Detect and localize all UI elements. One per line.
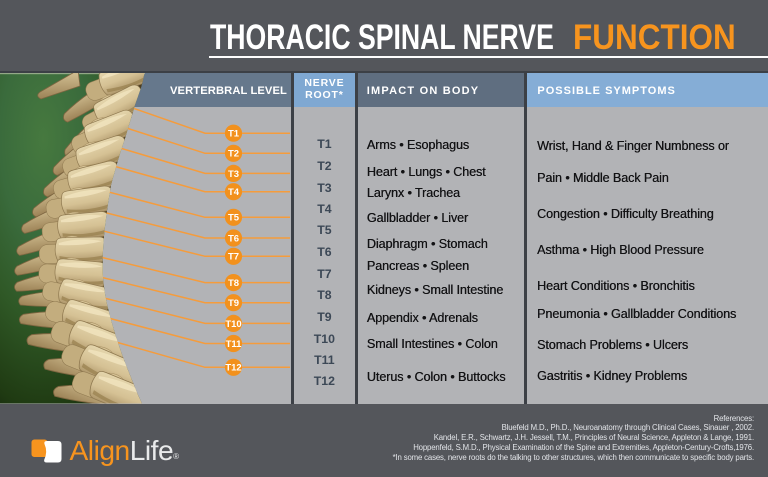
svg-text:T10: T10 <box>225 319 241 330</box>
svg-text:T4: T4 <box>228 187 240 198</box>
svg-text:T7: T7 <box>228 252 239 263</box>
svg-text:T6: T6 <box>228 233 239 244</box>
svg-text:T12: T12 <box>225 363 241 374</box>
svg-text:T8: T8 <box>228 278 239 289</box>
svg-text:T9: T9 <box>228 298 239 309</box>
svg-text:T11: T11 <box>226 339 243 350</box>
svg-text:T2: T2 <box>228 149 239 160</box>
svg-text:T1: T1 <box>228 129 240 140</box>
svg-text:T3: T3 <box>228 169 239 180</box>
svg-text:T5: T5 <box>228 213 240 224</box>
